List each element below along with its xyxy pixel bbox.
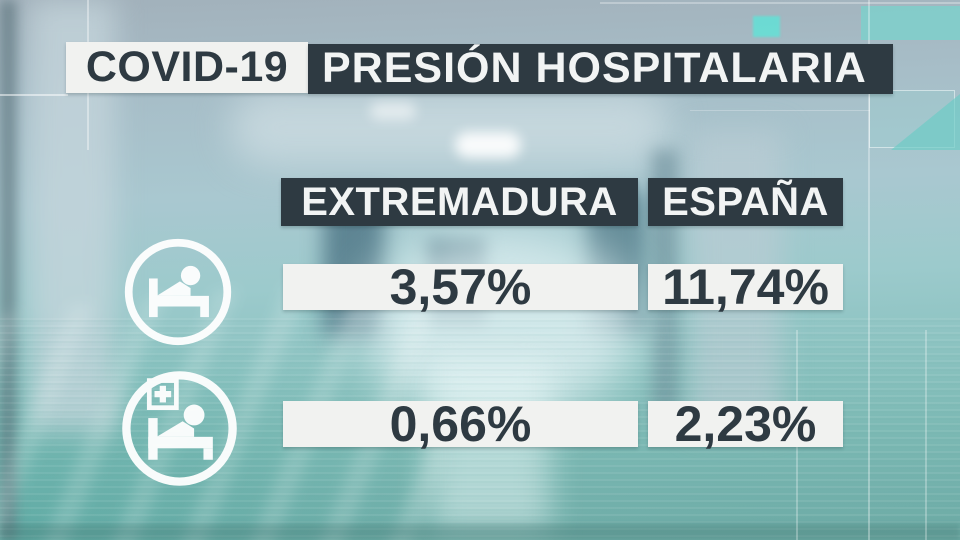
bg-bottom-strip (0, 524, 960, 540)
value-row2-extremadura: 0,66% (283, 399, 638, 449)
bg-ceiling-glow (230, 90, 670, 165)
bg-ceiling-light-small (370, 102, 416, 120)
column-header-extremadura: EXTREMADURA (281, 178, 638, 226)
covid-badge-label: COVID-19 (85, 43, 289, 91)
deco-teal-band (861, 6, 960, 40)
grid-line-horizontal (0, 94, 68, 96)
bg-left-wall-edge (0, 0, 16, 540)
deco-cyan-chip (753, 16, 780, 37)
page-title-text: PRESIÓN HOSPITALARIA (322, 44, 867, 92)
bg-ceiling-light (455, 132, 521, 158)
page-title: PRESIÓN HOSPITALARIA (308, 44, 893, 94)
column-header-espana: ESPAÑA (648, 178, 843, 226)
value-text: 11,74% (662, 259, 829, 315)
column-header-label: EXTREMADURA (301, 180, 618, 224)
value-text: 0,66% (389, 396, 532, 452)
patient-bed-icon (120, 234, 236, 350)
value-row1-extremadura: 3,57% (283, 262, 638, 312)
covid-badge: COVID-19 (66, 42, 308, 93)
column-header-label: ESPAÑA (662, 180, 829, 224)
grid-line-horizontal (690, 110, 870, 111)
icu-bed-icon (117, 366, 242, 491)
grid-line-horizontal (600, 2, 960, 4)
value-text: 2,23% (674, 396, 817, 452)
grid-line-vertical (925, 330, 927, 540)
value-row2-espana: 2,23% (648, 399, 843, 449)
value-row1-espana: 11,74% (648, 262, 843, 312)
grid-line-vertical (868, 0, 870, 540)
value-text: 3,57% (389, 259, 532, 315)
